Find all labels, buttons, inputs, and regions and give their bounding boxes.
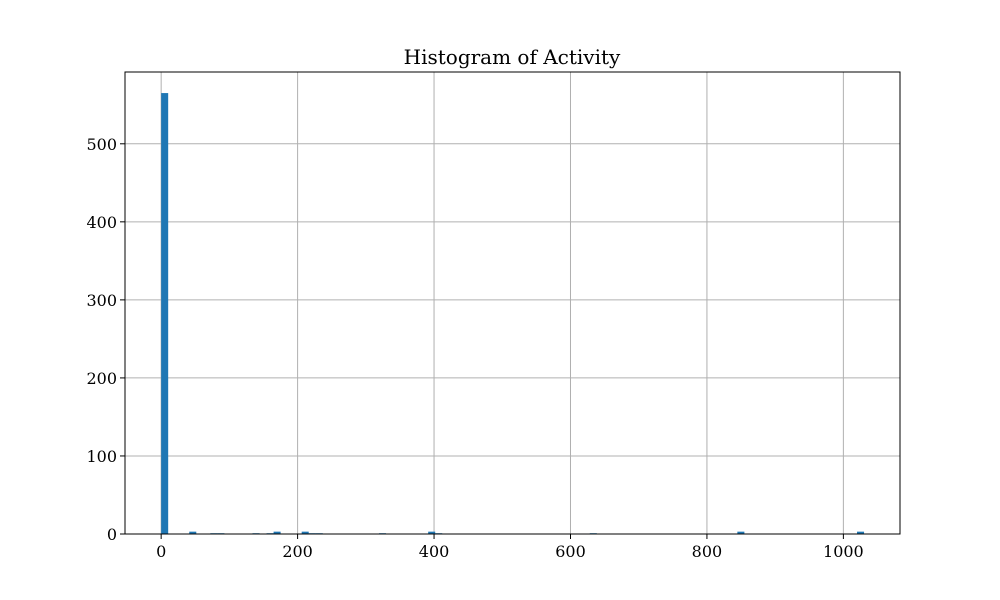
y-tick-label-4: 400 — [86, 213, 117, 232]
x-tick-label-3: 600 — [555, 542, 586, 561]
chart-title: Histogram of Activity — [404, 45, 621, 69]
histogram-bar-15 — [857, 531, 865, 534]
histogram-bar-1 — [189, 531, 197, 534]
x-tick-label-1: 200 — [282, 542, 313, 561]
y-tick-label-2: 200 — [86, 369, 117, 388]
histogram-bar-0 — [161, 93, 169, 534]
x-tick-label-0: 0 — [156, 542, 166, 561]
x-tick-label-2: 400 — [419, 542, 450, 561]
histogram-bar-14 — [737, 531, 745, 534]
y-tick-label-5: 500 — [86, 135, 117, 154]
y-axis-ticks: 0 100 200 300 400 500 — [86, 135, 125, 544]
y-tick-label-1: 100 — [86, 447, 117, 466]
y-tick-label-0: 0 — [107, 525, 117, 544]
x-tick-label-4: 800 — [692, 542, 723, 561]
plot-area-frame — [124, 71, 901, 535]
x-axis-ticks: 0 200 400 600 800 1000 — [156, 534, 864, 561]
histogram-bar-11 — [428, 531, 436, 534]
x-tick-label-5: 1000 — [823, 542, 864, 561]
histogram-bar-7 — [301, 531, 309, 534]
y-tick-label-3: 300 — [86, 291, 117, 310]
histogram-bar-6 — [273, 531, 281, 534]
